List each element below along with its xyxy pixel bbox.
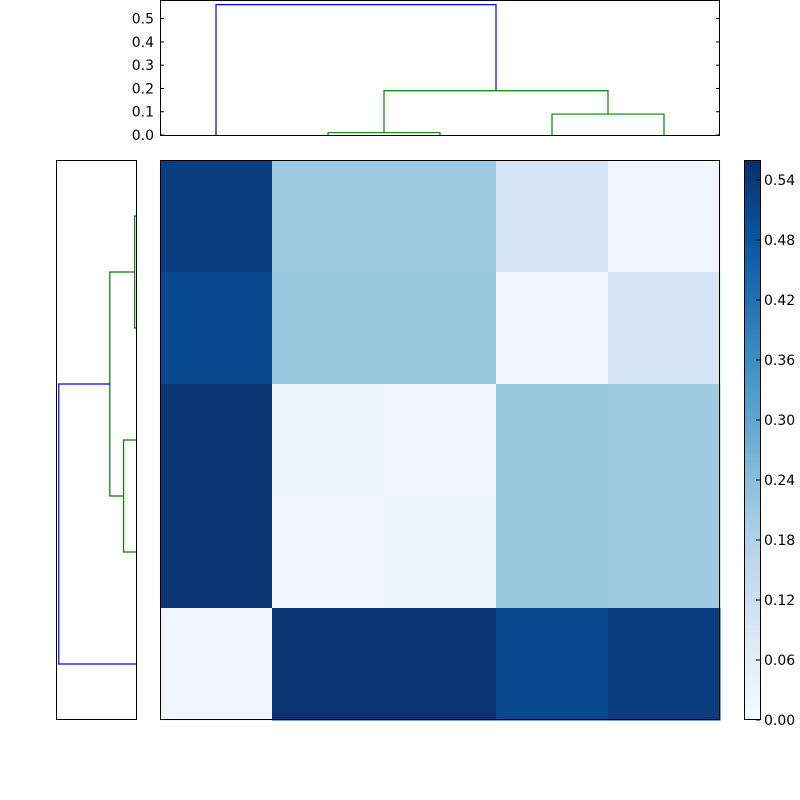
colorbar-tick-label: 0.24 (764, 473, 795, 489)
colorbar-tick-label: 0.48 (764, 233, 795, 249)
top-ytick-label: 0.1 (132, 105, 154, 121)
colorbar-tick-label: 0.12 (764, 593, 795, 609)
heatmap-cell (272, 608, 385, 721)
colorbar-tick-label: 0.42 (764, 293, 795, 309)
top-dendrogram-link (215, 4, 497, 135)
heatmap-cell (608, 160, 721, 273)
left-dendrogram (56, 160, 137, 720)
heatmap-cell (272, 160, 385, 273)
heatmap-cell (384, 608, 497, 721)
top-ytick-label: 0.3 (132, 58, 154, 74)
heatmap-cell (496, 272, 609, 385)
left-dendrogram-link (58, 383, 136, 665)
heatmap-cell (608, 384, 721, 497)
heatmap-cell (272, 384, 385, 497)
colorbar-tick-label: 0.18 (764, 533, 795, 549)
heatmap-cell (608, 496, 721, 609)
left-dendrogram-frame (56, 160, 137, 720)
top-ytick-label: 0.2 (132, 81, 154, 97)
heatmap-cell (608, 608, 721, 721)
colorbar-tick-label: 0.06 (764, 653, 795, 669)
heatmap-cell (160, 608, 273, 721)
heatmap-cell (384, 160, 497, 273)
heatmap-cell (272, 496, 385, 609)
heatmap-cell (160, 272, 273, 385)
colorbar: 0.00 0.06 0.12 0.18 0.24 0.30 0.36 0.42 0.48 0.54 (744, 160, 795, 729)
colorbar-tick-label: 0.54 (764, 173, 795, 189)
colorbar-tick-label: 0.36 (764, 353, 795, 369)
top-dendrogram-link (383, 90, 609, 133)
colorbar-tick-label: 0.00 (764, 713, 795, 729)
heatmap-cell (496, 160, 609, 273)
heatmap-cell (160, 496, 273, 609)
heatmap-cell (384, 496, 497, 609)
left-dendrogram-link (134, 215, 136, 329)
colorbar-frame (744, 160, 761, 720)
left-dendrogram-link (122, 439, 136, 553)
heatmap-cell (384, 272, 497, 385)
left-dendrogram-link (109, 271, 135, 497)
heatmap-cell (496, 384, 609, 497)
heatmap (160, 160, 721, 721)
heatmap-cell (384, 384, 497, 497)
top-ytick-label: 0.0 (132, 128, 154, 144)
heatmap-cell (160, 384, 273, 497)
heatmap-cell (272, 272, 385, 385)
heatmap-cell (496, 608, 609, 721)
top-dendrogram-link (327, 132, 441, 135)
top-dendrogram-frame (160, 0, 720, 136)
colorbar-gradient (744, 160, 760, 720)
heatmap-cell (608, 272, 721, 385)
top-dendrogram: 0.0 0.1 0.2 0.3 0.4 0.5 (132, 0, 720, 144)
top-ytick-label: 0.4 (132, 35, 154, 51)
top-dendrogram-link (551, 113, 665, 135)
top-ytick-label: 0.5 (132, 12, 154, 28)
colorbar-tick-label: 0.30 (764, 413, 795, 429)
heatmap-cell (496, 496, 609, 609)
heatmap-cell (160, 160, 273, 273)
heatmap-frame (160, 160, 720, 720)
